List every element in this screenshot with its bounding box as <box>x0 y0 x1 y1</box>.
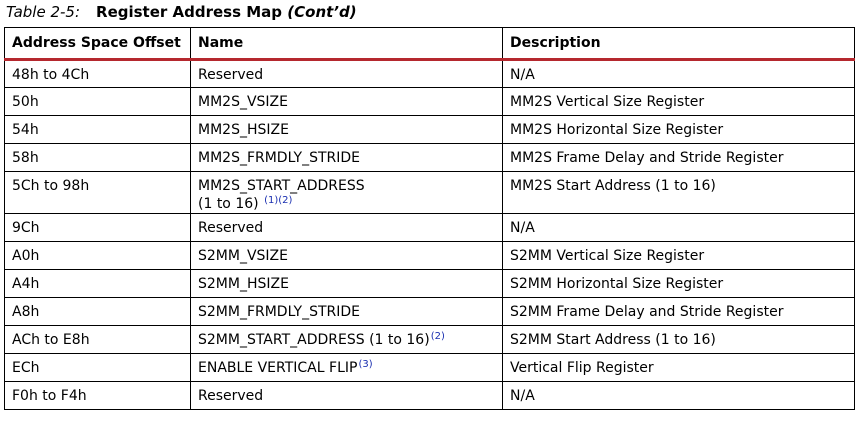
register-name-range: (1 to 16) <box>198 196 264 212</box>
table-row: 58h MM2S_FRMDLY_STRIDE MM2S Frame Delay … <box>4 143 855 172</box>
table-row: 50h MM2S_VSIZE MM2S Vertical Size Regist… <box>4 87 855 116</box>
name-cell: MM2S_START_ADDRESS (1 to 16) (1)(2) <box>190 171 503 214</box>
name-cell: Reserved <box>190 381 503 410</box>
offset-cell: ECh <box>4 353 191 382</box>
register-name: MM2S_START_ADDRESS <box>198 178 365 194</box>
table-row: 5Ch to 98h MM2S_START_ADDRESS (1 to 16) (… <box>4 171 855 214</box>
offset-cell: 58h <box>4 143 191 172</box>
table-caption: Table 2-5: Register Address Map (Cont’d) <box>6 1 357 23</box>
offset-cell: A8h <box>4 297 191 326</box>
offset-cell: 9Ch <box>4 213 191 242</box>
register-name: Reserved <box>198 220 264 236</box>
description-cell: MM2S Vertical Size Register <box>502 87 855 116</box>
description-cell: S2MM Vertical Size Register <box>502 241 855 270</box>
register-name: S2MM_START_ADDRESS (1 to 16) <box>198 332 430 348</box>
name-cell: S2MM_HSIZE <box>190 269 503 298</box>
table-row: 9Ch Reserved N/A <box>4 213 855 242</box>
register-name: MM2S_VSIZE <box>198 94 288 110</box>
offset-cell: 50h <box>4 87 191 116</box>
offset-cell: A4h <box>4 269 191 298</box>
offset-cell: A0h <box>4 241 191 270</box>
register-name: S2MM_VSIZE <box>198 248 288 264</box>
description-cell: N/A <box>502 213 855 242</box>
column-header-name: Name <box>190 27 503 61</box>
name-cell: MM2S_FRMDLY_STRIDE <box>190 143 503 172</box>
offset-cell: ACh to E8h <box>4 325 191 354</box>
description-cell: S2MM Frame Delay and Stride Register <box>502 297 855 326</box>
table-title-continued: (Cont’d) <box>287 3 357 21</box>
register-name: MM2S_FRMDLY_STRIDE <box>198 150 361 166</box>
name-cell: Reserved <box>190 59 503 88</box>
footnote-link[interactable]: (1)(2) <box>264 195 293 206</box>
name-cell: S2MM_VSIZE <box>190 241 503 270</box>
description-cell: Vertical Flip Register <box>502 353 855 382</box>
name-cell: MM2S_VSIZE <box>190 87 503 116</box>
description-cell: S2MM Horizontal Size Register <box>502 269 855 298</box>
description-cell: MM2S Frame Delay and Stride Register <box>502 143 855 172</box>
offset-cell: F0h to F4h <box>4 381 191 410</box>
register-name: MM2S_HSIZE <box>198 122 289 138</box>
name-cell: Reserved <box>190 213 503 242</box>
table-row: F0h to F4h Reserved N/A <box>4 381 855 410</box>
register-name: S2MM_HSIZE <box>198 276 289 292</box>
table-row: A0h S2MM_VSIZE S2MM Vertical Size Regist… <box>4 241 855 270</box>
table-row: A4h S2MM_HSIZE S2MM Horizontal Size Regi… <box>4 269 855 298</box>
register-name: S2MM_FRMDLY_STRIDE <box>198 304 361 320</box>
table-title: Register Address Map <box>96 3 288 21</box>
description-cell: S2MM Start Address (1 to 16) <box>502 325 855 354</box>
table-row: A8h S2MM_FRMDLY_STRIDE S2MM Frame Delay … <box>4 297 855 326</box>
offset-cell: 48h to 4Ch <box>4 59 191 88</box>
table-number: Table 2-5: <box>6 3 81 21</box>
table-row: 54h MM2S_HSIZE MM2S Horizontal Size Regi… <box>4 115 855 144</box>
register-name: ENABLE VERTICAL FLIP <box>198 360 358 376</box>
description-cell: N/A <box>502 59 855 88</box>
name-cell: S2MM_FRMDLY_STRIDE <box>190 297 503 326</box>
column-header-description: Description <box>502 27 855 61</box>
description-cell: N/A <box>502 381 855 410</box>
description-cell: MM2S Horizontal Size Register <box>502 115 855 144</box>
name-cell: ENABLE VERTICAL FLIP(3) <box>190 353 503 382</box>
description-cell: MM2S Start Address (1 to 16) <box>502 171 855 214</box>
footnote-link[interactable]: (2) <box>430 331 445 342</box>
register-name: Reserved <box>198 67 264 83</box>
table-row: 48h to 4Ch Reserved N/A <box>4 59 855 88</box>
register-address-map-table: Address Space Offset Name Description 48… <box>4 27 855 410</box>
column-header-offset: Address Space Offset <box>4 27 191 61</box>
register-name: Reserved <box>198 388 264 404</box>
table-header-row: Address Space Offset Name Description <box>4 27 855 61</box>
table-row: ECh ENABLE VERTICAL FLIP(3) Vertical Fli… <box>4 353 855 382</box>
offset-cell: 5Ch to 98h <box>4 171 191 214</box>
footnote-link[interactable]: (3) <box>358 359 373 370</box>
table-row: ACh to E8h S2MM_START_ADDRESS (1 to 16)(… <box>4 325 855 354</box>
name-cell: MM2S_HSIZE <box>190 115 503 144</box>
offset-cell: 54h <box>4 115 191 144</box>
name-cell: S2MM_START_ADDRESS (1 to 16)(2) <box>190 325 503 354</box>
